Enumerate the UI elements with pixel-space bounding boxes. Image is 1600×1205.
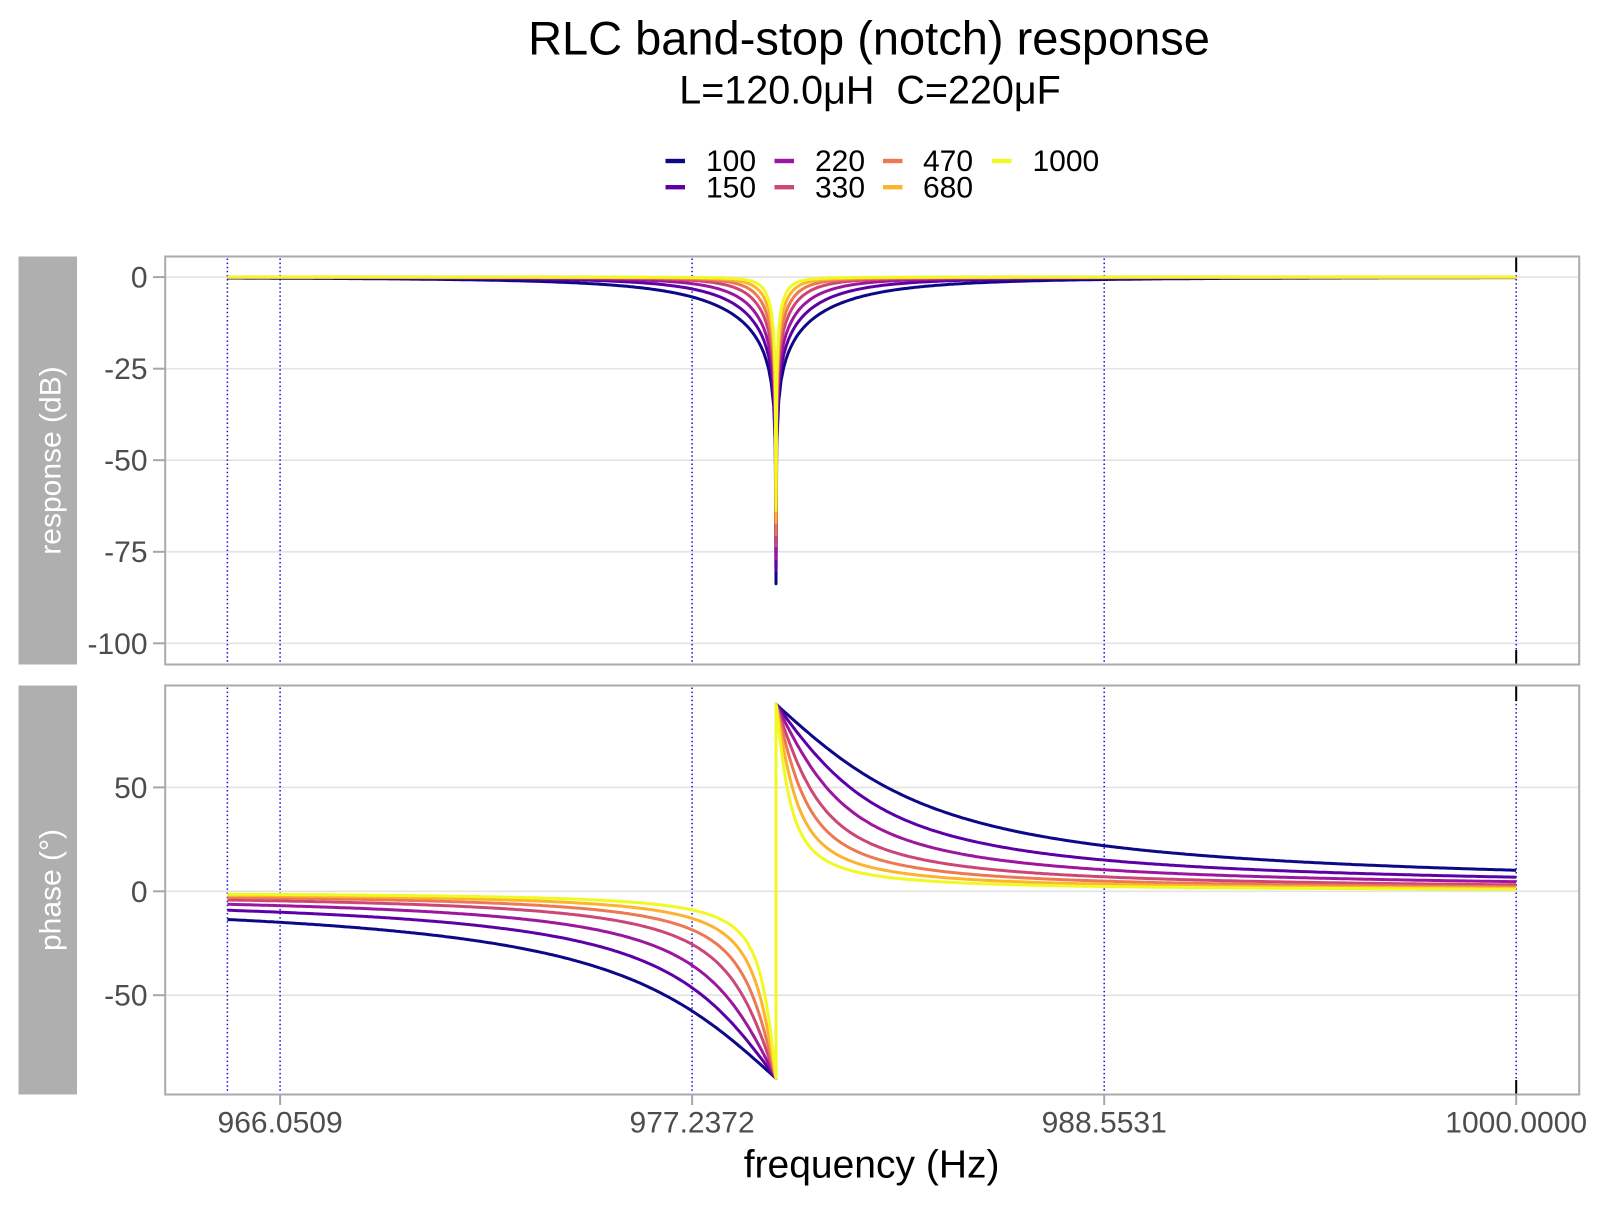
svg-text:frequency (Hz): frequency (Hz) <box>744 1144 1000 1187</box>
svg-text:220: 220 <box>815 145 865 178</box>
svg-text:330: 330 <box>815 171 865 204</box>
svg-text:0: 0 <box>131 876 148 909</box>
svg-text:150: 150 <box>706 171 756 204</box>
svg-text:L=120.0μH C=220μF: L=120.0μH C=220μF <box>679 69 1061 113</box>
svg-text:-50: -50 <box>104 445 147 478</box>
svg-text:RLC band-stop (notch) response: RLC band-stop (notch) response <box>528 12 1210 65</box>
svg-text:100: 100 <box>706 145 756 178</box>
svg-text:50: 50 <box>114 772 147 805</box>
svg-text:1000: 1000 <box>1033 145 1100 178</box>
svg-text:-50: -50 <box>104 980 147 1013</box>
svg-text:977.2372: 977.2372 <box>630 1107 755 1140</box>
svg-text:1000.0000: 1000.0000 <box>1445 1107 1587 1140</box>
svg-text:988.5531: 988.5531 <box>1042 1107 1167 1140</box>
svg-text:0: 0 <box>131 262 148 295</box>
svg-text:phase (°): phase (°) <box>34 829 67 951</box>
svg-text:680: 680 <box>923 171 973 204</box>
svg-text:966.0509: 966.0509 <box>218 1107 343 1140</box>
svg-text:470: 470 <box>923 145 973 178</box>
svg-text:response (dB): response (dB) <box>34 366 67 554</box>
svg-text:-75: -75 <box>104 536 147 569</box>
svg-text:-100: -100 <box>87 628 147 661</box>
svg-text:-25: -25 <box>104 353 147 386</box>
